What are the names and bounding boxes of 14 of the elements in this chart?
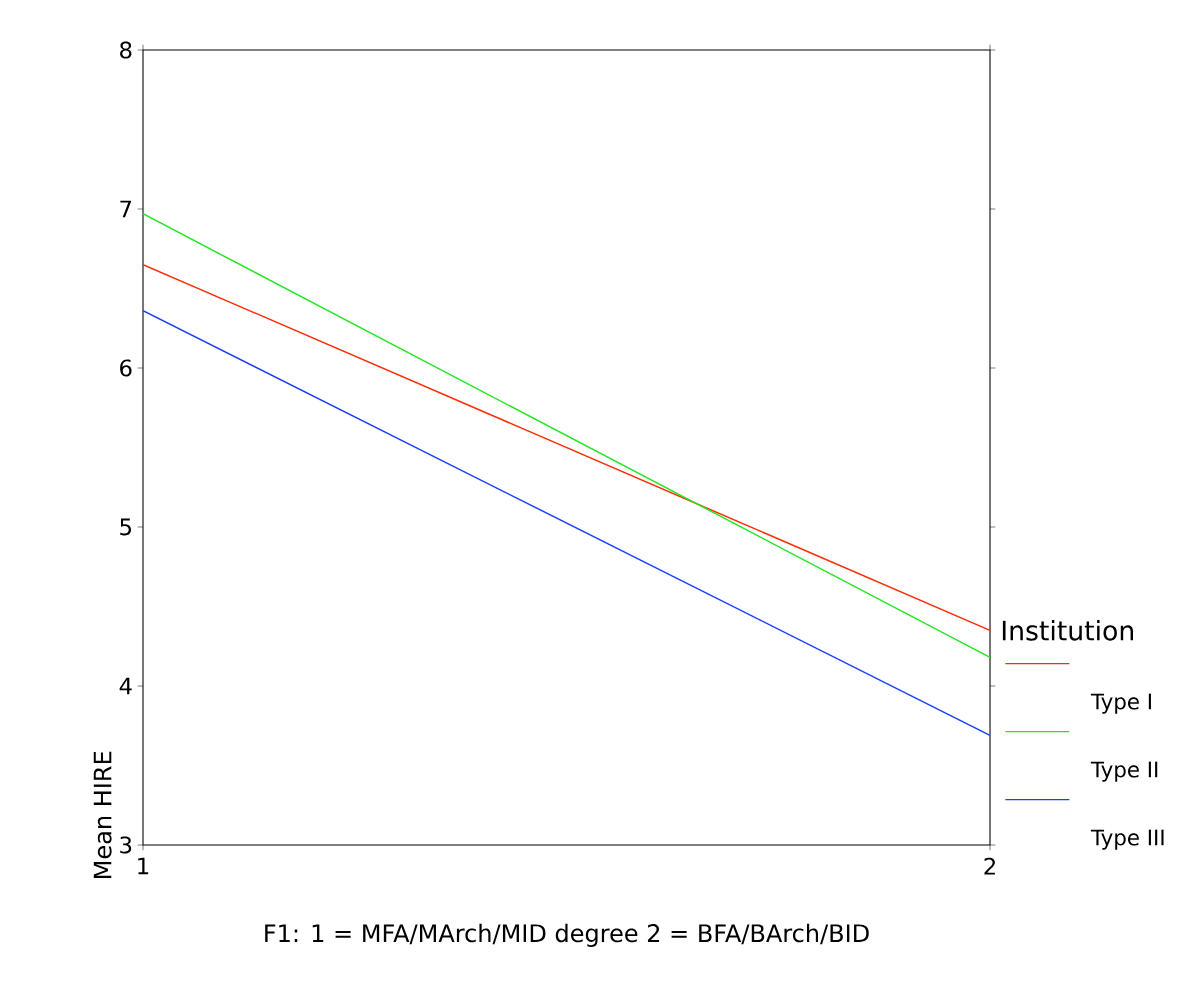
y-tick-label: 7 [120, 200, 132, 218]
x-tick-label: 1 [138, 857, 149, 875]
text: Type II [1090, 761, 1158, 782]
legend-title: Institution [1002, 620, 1133, 641]
text: Type III [1090, 829, 1164, 850]
y-tick-label: 6 [120, 359, 132, 377]
x-tick-label: 2 [984, 857, 995, 875]
y-tick-label: 4 [119, 677, 132, 695]
text: Type I [1090, 693, 1151, 714]
y-tick-label: 3 [120, 836, 132, 854]
y-tick-label: 8 [120, 41, 132, 59]
x-axis-title: F1: 1 = MFA/MArch/MID degree 2 = BFA/BArch/BID [265, 923, 869, 947]
y-axis-title: Mean HIRE [93, 751, 112, 878]
y-tick-label: 5 [120, 518, 131, 536]
